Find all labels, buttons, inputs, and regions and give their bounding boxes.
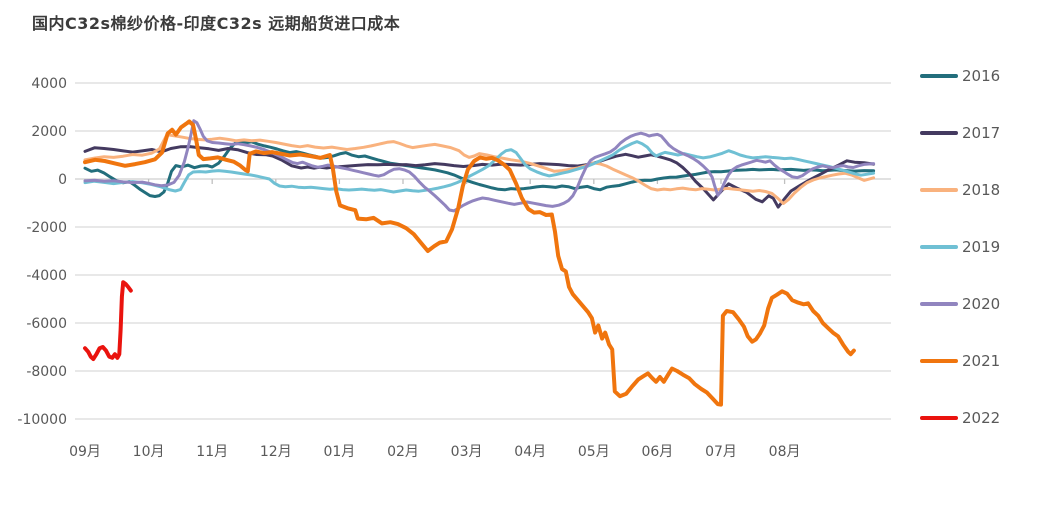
legend: 2016 2017 2018 2019 2020 2021 2022 (920, 64, 1035, 463)
series-line-2022 (83, 280, 133, 361)
legend-label: 2016 (962, 67, 1001, 85)
legend-item-2021: 2021 (920, 349, 1035, 373)
x-axis-label: 10月 (133, 444, 165, 460)
legend-swatch (920, 245, 958, 249)
y-axis-label: -4000 (26, 268, 67, 284)
x-axis-label: 05月 (578, 444, 610, 460)
x-axis-label: 01月 (323, 444, 355, 460)
x-axis-label: 09月 (69, 444, 101, 460)
legend-item-2020: 2020 (920, 292, 1035, 316)
legend-swatch (920, 302, 958, 306)
legend-label: 2021 (962, 352, 1001, 370)
series-line-2020 (83, 119, 876, 213)
y-axis-label: -6000 (26, 316, 67, 332)
x-axis-label: 11月 (196, 444, 228, 460)
legend-swatch (920, 359, 958, 363)
legend-label: 2017 (962, 124, 1001, 142)
x-axis-label: 12月 (260, 444, 292, 460)
legend-label: 2022 (962, 409, 1001, 427)
y-axis-label: -8000 (26, 364, 67, 380)
legend-label: 2018 (962, 181, 1001, 199)
x-axis-label: 04月 (514, 444, 546, 460)
y-axis-label: 2000 (31, 124, 67, 140)
series-line-2018 (83, 133, 876, 205)
legend-item-2016: 2016 (920, 64, 1035, 88)
legend-label: 2020 (962, 295, 1001, 313)
legend-swatch (920, 131, 958, 135)
y-axis-label: -10000 (17, 412, 67, 428)
y-axis-label: 0 (58, 172, 67, 188)
legend-swatch (920, 74, 958, 78)
x-axis-label: 08月 (769, 444, 801, 460)
series-line-2021 (83, 119, 856, 407)
legend-item-2017: 2017 (920, 121, 1035, 145)
chart-title: 国内C32s棉纱价格-印度C32s 远期船货进口成本 (32, 14, 401, 33)
legend-swatch (920, 416, 958, 420)
x-axis-label: 06月 (641, 444, 673, 460)
y-axis-label: -2000 (26, 220, 67, 236)
x-axis-label: 03月 (451, 444, 483, 460)
legend-item-2018: 2018 (920, 178, 1035, 202)
series-line-2019 (83, 140, 876, 194)
legend-swatch (920, 188, 958, 192)
x-axis-label: 07月 (705, 444, 737, 460)
y-axis-label: 4000 (31, 76, 67, 92)
legend-item-2019: 2019 (920, 235, 1035, 259)
legend-item-2022: 2022 (920, 406, 1035, 430)
legend-label: 2019 (962, 238, 1001, 256)
x-axis-label: 02月 (387, 444, 419, 460)
